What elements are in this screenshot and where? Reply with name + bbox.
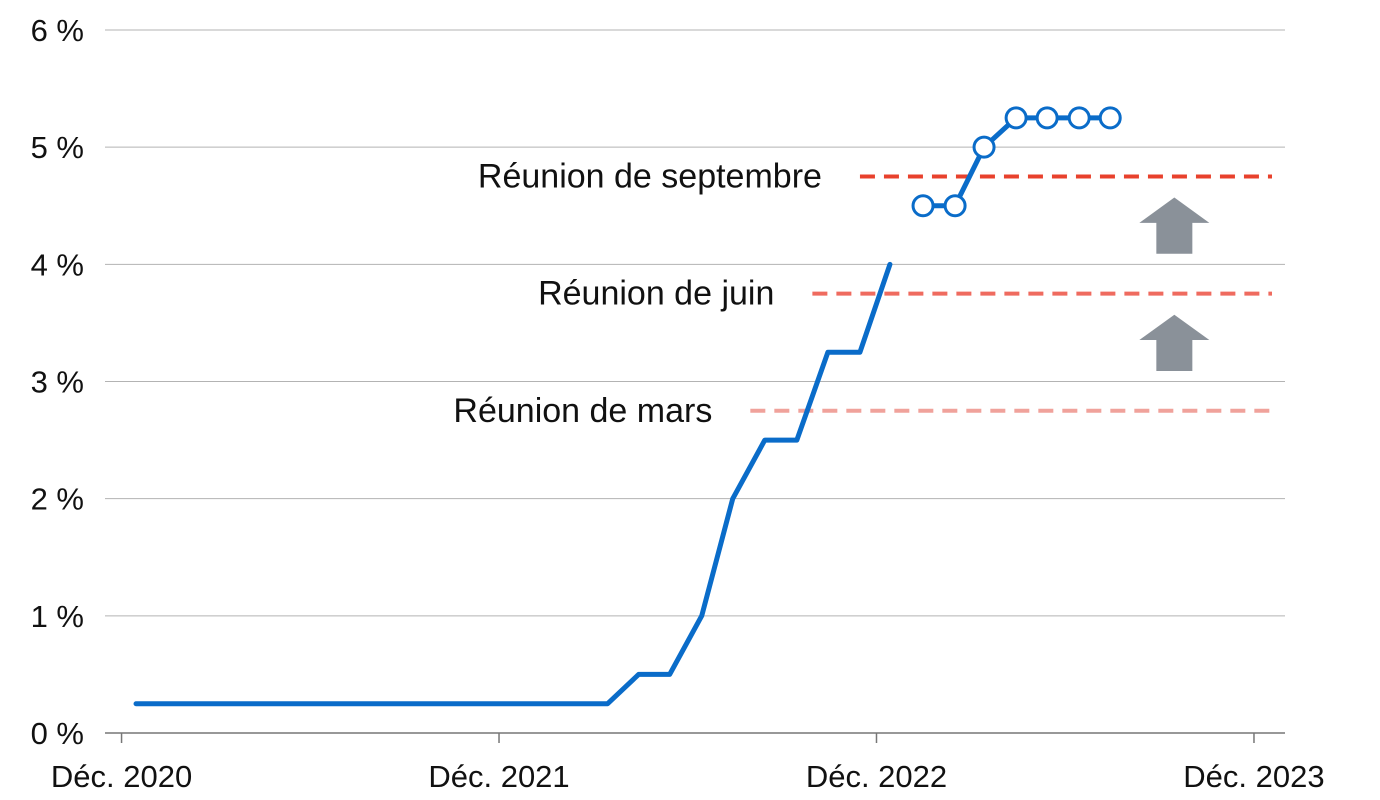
arrows bbox=[1139, 197, 1210, 371]
y-tick-label: 0 % bbox=[31, 716, 84, 751]
x-tick-label: Déc. 2020 bbox=[51, 759, 192, 794]
data-point-marker bbox=[972, 135, 996, 159]
y-tick-label: 6 % bbox=[31, 13, 84, 48]
y-tick-label: 5 % bbox=[31, 130, 84, 165]
data-point-marker bbox=[1098, 106, 1122, 130]
x-axis bbox=[105, 732, 1285, 743]
x-tick-label: Déc. 2022 bbox=[806, 759, 947, 794]
series-line-projected bbox=[920, 115, 1113, 209]
meeting-label: Réunion de mars bbox=[453, 392, 712, 430]
data-point-marker bbox=[1035, 106, 1059, 130]
data-point-marker bbox=[1067, 106, 1091, 130]
data-point-marker bbox=[1004, 106, 1028, 130]
x-tick-label: Déc. 2021 bbox=[428, 759, 569, 794]
x-tick-label: Déc. 2023 bbox=[1183, 759, 1324, 794]
y-tick-label: 4 % bbox=[31, 247, 84, 282]
y-tick-label: 3 % bbox=[31, 365, 84, 400]
data-point-marker bbox=[943, 194, 967, 218]
data-point-marker bbox=[911, 194, 935, 218]
y-tick-label: 1 % bbox=[31, 599, 84, 634]
series bbox=[133, 106, 1122, 707]
y-tick-label: 2 % bbox=[31, 482, 84, 517]
labels: 0 % 1 % 2 % 3 % 4 % 5 % 6 % Déc. 2020 Déc. 2021 D… bbox=[31, 13, 1325, 794]
series-line-actual bbox=[133, 261, 893, 707]
meeting-label: Réunion de septembre bbox=[478, 157, 822, 195]
meeting-label: Réunion de juin bbox=[538, 275, 774, 313]
up-arrow-icon bbox=[1139, 197, 1210, 254]
grid-lines bbox=[105, 29, 1285, 617]
reference-lines bbox=[750, 174, 1272, 413]
up-arrow-icon bbox=[1139, 314, 1210, 371]
